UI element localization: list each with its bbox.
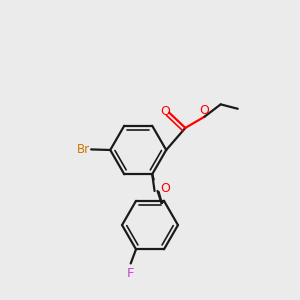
Text: O: O	[161, 105, 170, 118]
Text: O: O	[199, 104, 209, 117]
Text: Br: Br	[77, 143, 90, 156]
Text: O: O	[160, 182, 170, 195]
Text: F: F	[127, 267, 134, 280]
